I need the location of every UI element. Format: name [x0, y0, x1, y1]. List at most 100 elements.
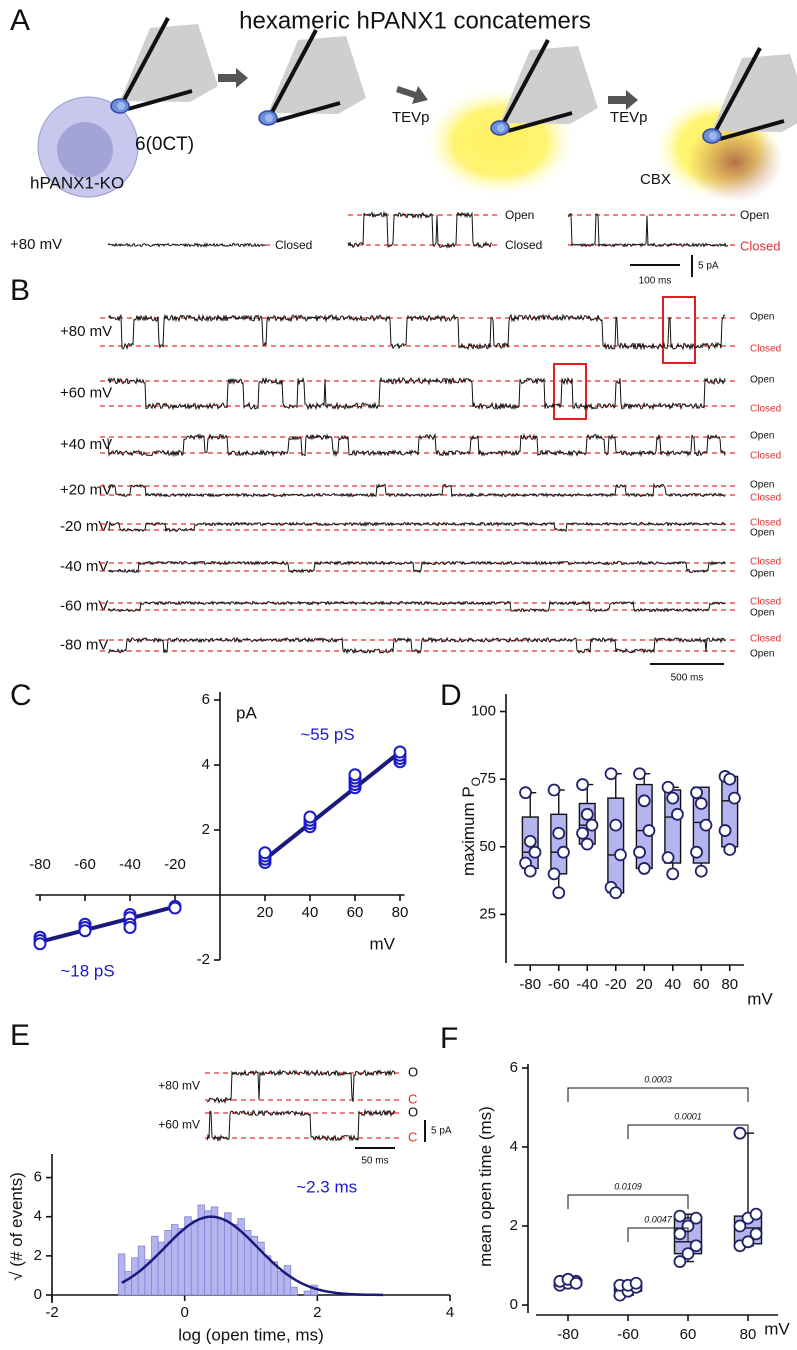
closed-label: Closed [750, 344, 781, 355]
point [258, 846, 272, 860]
point [393, 745, 407, 759]
fit-label: ~55 pS [300, 725, 354, 744]
voltage-label: +80 mV [158, 1079, 200, 1093]
x-tick-label: -80 [557, 1326, 579, 1343]
open-label: O [408, 1104, 418, 1119]
x-axis-label: mV [747, 989, 773, 1008]
histogram-bar [217, 1218, 225, 1296]
y-axis-label-text: √ (# of events) [7, 1172, 26, 1281]
open-label: Open [750, 528, 774, 539]
point [523, 834, 537, 848]
fit-annotation: ~2.3 ms [296, 1177, 357, 1196]
y-axis-label-text: mean open time (ms) [476, 1106, 495, 1267]
y-tick-label: 25 [479, 905, 496, 922]
x-tick-label: -20 [164, 856, 186, 873]
arrow [396, 86, 428, 104]
point [523, 864, 537, 878]
scale-label: 500 ms [671, 673, 704, 684]
x-tick-label: 80 [721, 976, 738, 993]
closed-label: Closed [740, 238, 780, 253]
point [547, 783, 561, 797]
voltage-label: +20 mV [60, 481, 112, 498]
point [633, 767, 646, 781]
p-value: 0.0109 [614, 1181, 642, 1191]
significance-bracket [567, 1087, 749, 1102]
closed-label: Closed [750, 404, 781, 415]
voltage-label: +40 mV [60, 436, 112, 453]
point [580, 807, 594, 821]
point [694, 797, 708, 810]
y-tick-label: 2 [34, 1247, 42, 1264]
closed-label: Closed [750, 557, 781, 568]
open-label: Open [750, 608, 774, 619]
p-value: 0.0003 [644, 1074, 672, 1084]
voltage-label: +80 mV [10, 236, 62, 253]
pipette [109, 16, 220, 115]
x-tick-label: 20 [257, 904, 274, 921]
point [519, 786, 532, 800]
closed-label: C [408, 1129, 417, 1144]
open-label: Open [750, 431, 774, 442]
voltage-label: +60 mV [60, 384, 112, 401]
point [303, 810, 317, 824]
point [123, 921, 137, 934]
point [633, 845, 646, 859]
point [580, 837, 594, 851]
cell-label: hPANX1-KO [30, 173, 124, 192]
closed-label: Closed [750, 518, 781, 529]
current-trace [107, 636, 726, 655]
point [673, 1255, 687, 1268]
y-axis-label: √ (# of events) [7, 1172, 26, 1281]
histogram-bar [204, 1210, 212, 1296]
point [671, 807, 684, 821]
panel-title: hexameric hPANX1 concatemers [239, 7, 591, 34]
fit-curve [121, 1215, 383, 1297]
x-tick-label: 0 [180, 1304, 188, 1321]
point [681, 1247, 695, 1261]
voltage-label: -80 mV [60, 636, 108, 653]
panel-letter: D [440, 679, 462, 712]
y-tick-label: 6 [34, 1169, 42, 1186]
point [629, 1276, 643, 1290]
point [33, 937, 47, 951]
point [585, 818, 599, 832]
y-tick-label: 0 [510, 1296, 518, 1313]
histogram-bar [224, 1212, 232, 1296]
voltage-label: +60 mV [158, 1118, 200, 1132]
current-trace [107, 376, 726, 411]
point [661, 780, 675, 794]
histogram-bar [117, 1253, 126, 1296]
scale-label: 50 ms [361, 1156, 388, 1167]
significance-bracket [627, 1227, 689, 1242]
current-trace [206, 1068, 396, 1105]
histogram-bar [124, 1271, 133, 1296]
x-tick-label: -60 [548, 976, 570, 993]
point [552, 826, 566, 840]
point [690, 786, 703, 800]
point [614, 848, 627, 862]
x-axis-label: log (open time, ms) [178, 1325, 324, 1344]
current-trace [107, 482, 726, 499]
x-tick-label: -60 [74, 856, 96, 873]
point [741, 1235, 755, 1249]
open-label: Open [750, 649, 774, 660]
closed-label: Closed [750, 493, 781, 504]
point [733, 1219, 747, 1233]
y-axis-label: pA [236, 703, 257, 722]
point [718, 824, 732, 837]
y-tick-label: 4 [510, 1138, 518, 1155]
histogram-bar [230, 1224, 239, 1296]
highlight-box [662, 296, 696, 364]
current-trace [107, 560, 726, 574]
x-tick-label: -80 [29, 856, 51, 873]
open-label: Open [740, 208, 769, 222]
voltage-label: +80 mV [60, 323, 112, 340]
x-axis-label: mV [764, 1319, 790, 1338]
x-tick-label: 60 [347, 904, 364, 921]
panel-letter: E [10, 1019, 30, 1052]
y-tick-label: 6 [202, 691, 210, 708]
point [661, 851, 675, 865]
closed-label: Closed [505, 238, 542, 252]
open-label: Open [750, 312, 774, 323]
